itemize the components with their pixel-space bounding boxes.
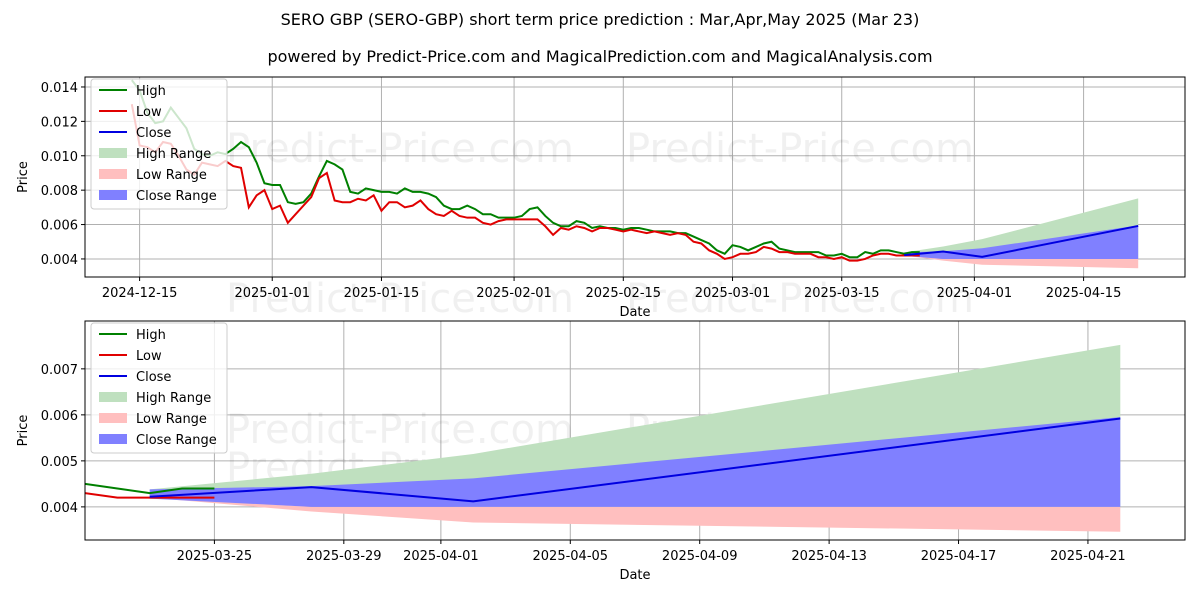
x-axis-label: Date xyxy=(619,305,650,320)
legend-label: Low Range xyxy=(136,168,207,183)
legend-label: High xyxy=(136,84,166,99)
y-tick-label: 0.012 xyxy=(41,115,78,130)
y-tick-label: 0.006 xyxy=(41,219,78,234)
y-tick-label: 0.006 xyxy=(41,409,78,424)
low-range-band xyxy=(149,497,1121,532)
legend-label: Close xyxy=(136,126,171,141)
watermark: Predict-Price.com xyxy=(226,126,574,172)
y-tick-label: 0.005 xyxy=(41,455,78,470)
y-tick-label: 0.007 xyxy=(41,363,78,378)
watermark: Predict-Price.com xyxy=(226,276,574,322)
close-range-band xyxy=(149,417,1121,507)
legend-swatch-low-range xyxy=(99,169,127,179)
legend-label: High Range xyxy=(136,147,211,162)
x-tick-label: 2025-04-13 xyxy=(791,549,867,564)
legend: High Low Close High Range Low Range Close Ran… xyxy=(90,78,228,210)
x-tick-label: 2025-03-25 xyxy=(177,549,253,564)
legend: High Low Close High Range Low Range Close Ran… xyxy=(90,322,228,454)
chart-title: SERO GBP (SERO-GBP) short term price pre… xyxy=(280,10,920,29)
x-tick-label: 2025-02-01 xyxy=(476,286,552,301)
legend-swatch-low-range xyxy=(99,413,127,423)
x-tick-label: 2025-02-15 xyxy=(586,286,662,301)
x-axis-label: Date xyxy=(619,568,650,583)
close-line xyxy=(904,224,1139,258)
watermark: Predict-Price.com xyxy=(626,276,974,322)
watermark: Predict-Price.com xyxy=(626,126,974,172)
y-tick-label: 0.004 xyxy=(41,501,78,516)
x-tick-label: 2025-01-01 xyxy=(234,286,310,301)
legend-label: Close xyxy=(136,370,171,385)
legend-label: High xyxy=(136,328,166,343)
chart-top: 2024-12-15 2025-01-01 2025-01-15 2025-02-01… xyxy=(16,76,1186,322)
watermark: Predict-Price.com xyxy=(226,407,574,453)
legend-label: High Range xyxy=(136,391,211,406)
legend-label: Low Range xyxy=(136,412,207,427)
y-axis-label: Price xyxy=(16,161,31,193)
x-tick-label: 2025-04-01 xyxy=(937,286,1013,301)
x-tick-label: 2024-12-15 xyxy=(102,286,178,301)
close-range-band xyxy=(904,225,1139,259)
x-tick-label: 2025-01-15 xyxy=(344,286,420,301)
plot-area xyxy=(85,344,1121,532)
legend-swatch-high-range xyxy=(99,392,127,402)
legend-label: Close Range xyxy=(136,189,217,204)
y-tick-label: 0.010 xyxy=(41,150,78,165)
y-tick-label: 0.004 xyxy=(41,253,78,268)
x-tick-label: 2025-04-01 xyxy=(403,549,479,564)
plot-area xyxy=(130,79,1139,269)
y-tick-label: 0.014 xyxy=(41,81,78,96)
legend-label: Low xyxy=(136,105,162,120)
y-axis-label: Price xyxy=(16,415,31,447)
x-tick-label: 2025-04-21 xyxy=(1050,549,1126,564)
low-line xyxy=(130,103,920,262)
x-tick-label: 2025-04-15 xyxy=(1046,286,1122,301)
chart-bottom: 2025-03-25 2025-03-29 2025-04-01 2025-04-05… xyxy=(16,320,1186,583)
legend-label: Close Range xyxy=(136,433,217,448)
x-tick-label: 2025-03-15 xyxy=(804,286,880,301)
legend-label: Low xyxy=(136,349,162,364)
legend-swatch-close-range xyxy=(99,434,127,444)
legend-swatch-close-range xyxy=(99,190,127,200)
chart-subtitle: powered by Predict-Price.com and Magical… xyxy=(267,47,933,66)
x-tick-label: 2025-04-17 xyxy=(921,549,997,564)
legend-swatch-high-range xyxy=(99,148,127,158)
close-line xyxy=(149,417,1121,503)
x-tick-label: 2025-03-01 xyxy=(695,286,771,301)
x-tick-label: 2025-04-05 xyxy=(533,549,609,564)
high-line xyxy=(131,79,920,259)
axes-frame xyxy=(84,76,1186,278)
y-tick-label: 0.008 xyxy=(41,184,78,199)
low-range-band xyxy=(904,255,1139,269)
x-tick-label: 2025-03-29 xyxy=(306,549,382,564)
x-tick-label: 2025-04-09 xyxy=(662,549,738,564)
axes-frame xyxy=(84,320,1186,541)
